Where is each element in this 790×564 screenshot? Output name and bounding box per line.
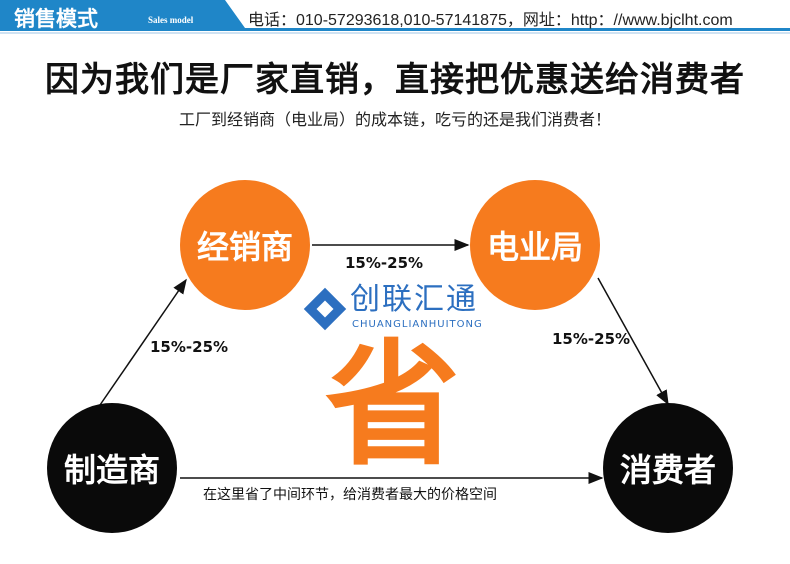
logo-icon (303, 287, 347, 331)
watermark-logo-text: 创联汇通 (350, 282, 478, 317)
node-manufacturer: 制造商 (47, 403, 177, 533)
headline: 因为我们是厂家直销，直接把优惠送给消费者 (45, 60, 745, 100)
contact-info: 电话：010-57293618,010-57141875，网址：http：//w… (248, 12, 733, 29)
header-bar (0, 0, 790, 34)
header-subtitle: Sales model (148, 15, 194, 25)
arrow-manu-dealer (99, 278, 187, 406)
label-manu-dealer: 15%-25% (150, 338, 229, 356)
save-character: 省 (325, 327, 460, 484)
subheadline: 工厂到经销商（电业局）的成本链，吃亏的还是我们消费者！ (178, 110, 611, 129)
label-bureau-consumer: 15%-25% (552, 330, 631, 348)
arrow-bureau-consumer (597, 277, 669, 406)
label-manu-consumer: 在这里省了中间环节，给消费者最大的价格空间 (203, 487, 497, 503)
node-consumer: 消费者 (603, 403, 733, 533)
watermark-logo-en: CHUANGLIANHUITONG (352, 319, 483, 330)
node-dealer: 经销商 (180, 180, 310, 310)
header-title: 销售模式 (14, 6, 98, 31)
node-bureau: 电业局 (470, 180, 600, 310)
label-dealer-bureau: 15%-25% (345, 254, 424, 272)
